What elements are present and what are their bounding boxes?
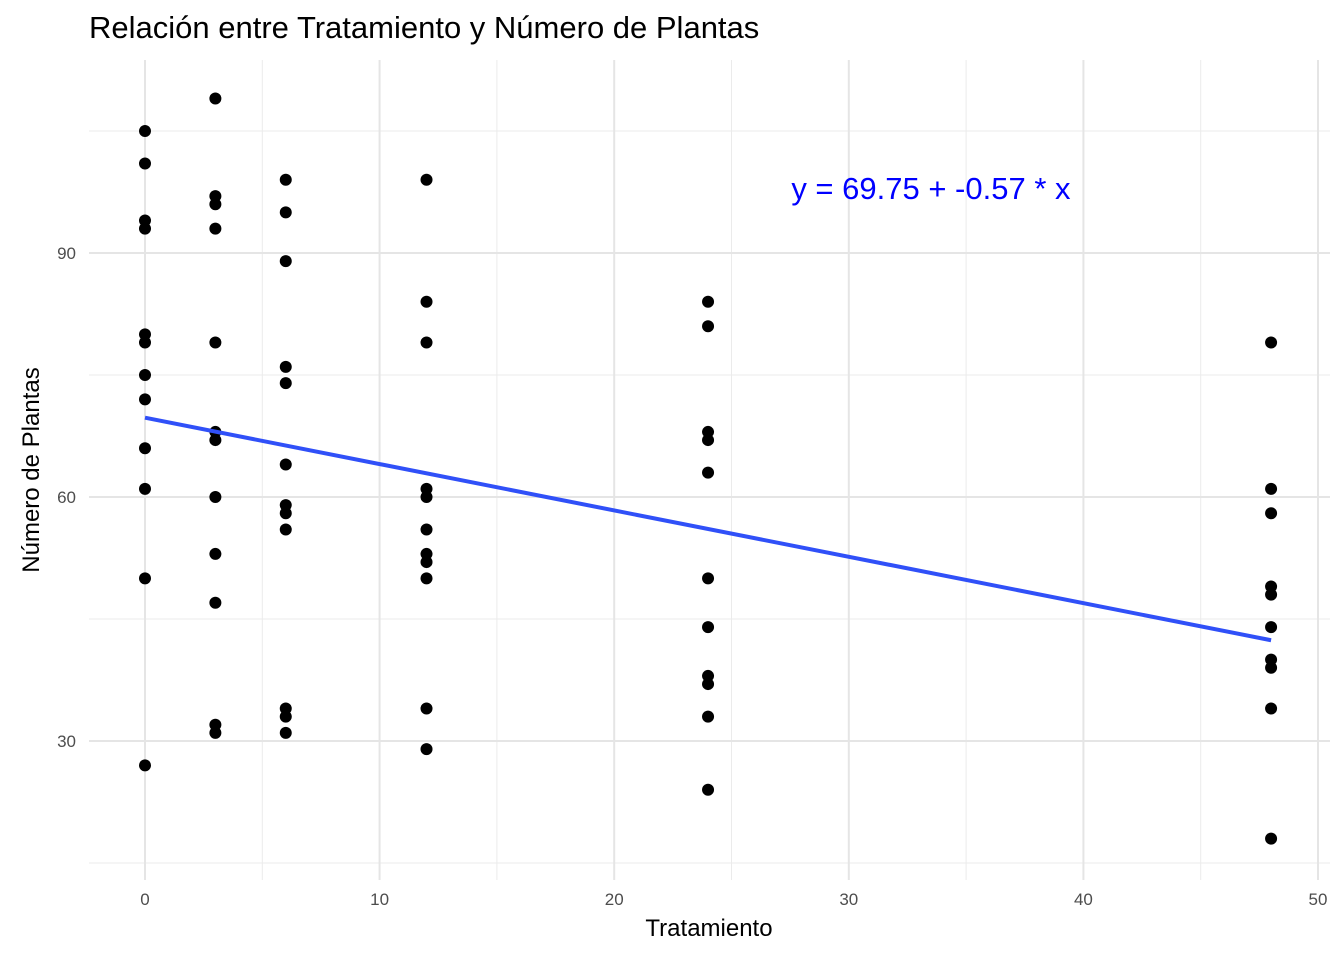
data-point <box>420 556 433 569</box>
data-point <box>209 547 222 560</box>
data-point <box>420 295 433 308</box>
grid-major <box>89 60 1330 880</box>
data-point <box>139 336 151 349</box>
y-tick-label: 90 <box>57 244 76 263</box>
axis-ticks: 0 10 20 30 40 50 30 60 90 <box>57 244 1327 909</box>
data-point <box>420 336 433 349</box>
data-point <box>209 92 222 105</box>
data-point <box>702 678 715 691</box>
data-point <box>279 360 292 373</box>
data-point <box>1265 702 1278 715</box>
regression-line <box>144 415 1272 643</box>
data-point <box>1265 621 1278 634</box>
grid-minor <box>89 60 1330 880</box>
x-tick-label: 30 <box>839 890 858 909</box>
data-point <box>279 377 292 390</box>
data-point <box>279 458 292 471</box>
data-point <box>702 621 715 634</box>
y-tick-label: 60 <box>57 488 76 507</box>
data-point <box>209 491 222 503</box>
data-point <box>139 442 151 455</box>
data-point <box>1265 482 1278 495</box>
data-point <box>420 572 433 585</box>
data-point <box>209 434 222 447</box>
data-point <box>209 596 222 609</box>
data-point <box>420 523 433 536</box>
data-point <box>1265 507 1278 520</box>
data-point <box>702 320 715 333</box>
data-point <box>209 198 222 211</box>
data-point <box>279 206 292 219</box>
x-axis-label: Tratamiento <box>645 915 773 942</box>
data-point <box>279 710 292 723</box>
x-tick-label: 20 <box>605 890 624 909</box>
x-tick-label: 40 <box>1074 890 1093 909</box>
data-point <box>420 743 433 756</box>
data-point <box>279 523 292 536</box>
equation-text: y = 69.75 + -0.57 * x <box>791 171 1071 206</box>
data-point <box>209 726 222 739</box>
data-point <box>702 572 715 585</box>
data-point <box>702 710 715 723</box>
y-tick-label: 30 <box>57 732 76 751</box>
data-points <box>139 92 1278 845</box>
data-point <box>279 726 292 739</box>
data-point <box>139 157 151 170</box>
data-point <box>702 466 715 479</box>
equation-annotation: y = 69.75 + -0.57 * x <box>791 171 1071 206</box>
chart-title: Relación entre Tratamiento y Número de P… <box>89 10 760 45</box>
data-point <box>139 222 151 235</box>
data-point <box>702 295 715 308</box>
data-point <box>1265 832 1278 845</box>
data-point <box>702 434 715 447</box>
data-point <box>279 173 292 186</box>
data-point <box>139 369 151 381</box>
data-point <box>209 336 222 349</box>
data-point <box>420 702 433 715</box>
data-point <box>279 507 292 520</box>
data-point <box>420 491 433 503</box>
data-point <box>420 173 433 186</box>
data-point <box>1265 336 1278 349</box>
data-point <box>702 783 715 796</box>
data-point <box>1265 661 1278 674</box>
x-tick-label: 0 <box>140 890 149 909</box>
data-point <box>139 482 151 495</box>
x-tick-label: 10 <box>370 890 389 909</box>
x-tick-label: 50 <box>1309 890 1328 909</box>
data-point <box>279 255 292 268</box>
data-point <box>139 125 151 137</box>
data-point <box>209 222 222 235</box>
data-point <box>139 759 151 772</box>
data-point <box>1265 588 1278 601</box>
data-point <box>139 572 151 585</box>
data-point <box>139 393 151 406</box>
